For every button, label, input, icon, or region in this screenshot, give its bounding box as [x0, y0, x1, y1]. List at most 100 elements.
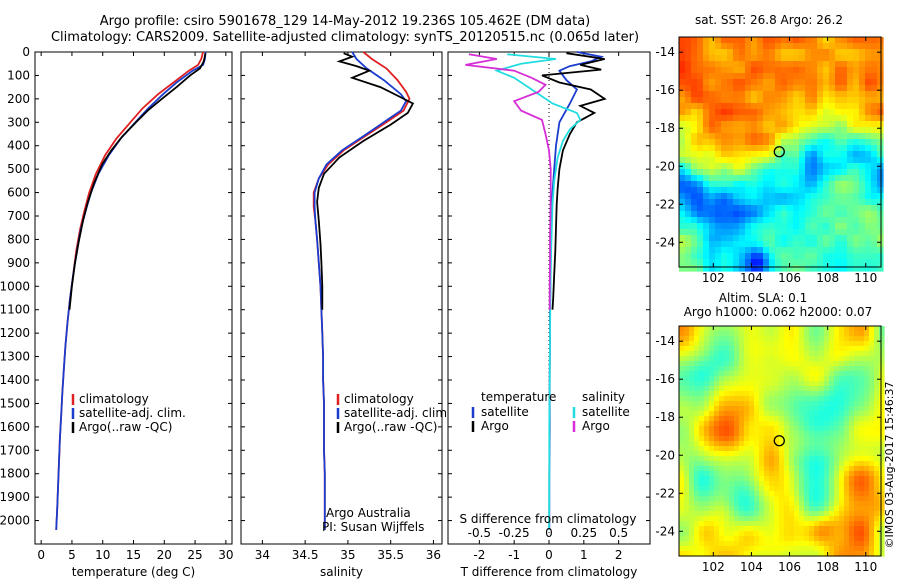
heatmap-cell — [814, 506, 820, 512]
heatmap-cell — [814, 486, 820, 492]
heatmap-cell — [819, 441, 825, 447]
heatmap-cell — [727, 187, 734, 194]
heatmap-cell — [787, 199, 794, 206]
heatmap-cell — [759, 416, 765, 422]
heatmap-cell — [817, 55, 824, 62]
heatmap-cell — [829, 211, 836, 218]
heatmap-cell — [871, 253, 878, 260]
heatmap-cell — [703, 247, 710, 254]
heatmap-cell — [817, 145, 824, 152]
heatmap-cell — [751, 211, 758, 218]
heatmap-cell — [811, 229, 818, 236]
heatmap-cell — [764, 426, 770, 432]
heatmap-cell — [877, 175, 884, 182]
heatmap-cell — [793, 85, 800, 92]
heatmap-cell — [744, 456, 750, 462]
legend-entry: climatology — [344, 392, 414, 406]
heatmap-cell — [784, 501, 790, 507]
heatmap-cell — [699, 436, 705, 442]
legend-entry: Argo — [582, 419, 610, 433]
heatmap-cell — [719, 361, 725, 367]
heatmap-cell — [859, 79, 866, 86]
heatmap-cell — [859, 253, 866, 260]
heatmap-cell — [784, 546, 790, 552]
heatmap-cell — [769, 193, 776, 200]
heatmap-cell — [804, 551, 810, 557]
heatmap-cell — [794, 331, 800, 337]
heatmap-cell — [829, 396, 835, 402]
heatmap-cell — [724, 406, 730, 412]
heatmap-cell — [775, 49, 782, 56]
heatmap-cell — [799, 115, 806, 122]
heatmap-cell — [703, 217, 710, 224]
heatmap-cell — [769, 551, 775, 557]
heatmap-cell — [844, 441, 850, 447]
heatmap-cell — [869, 431, 875, 437]
heatmap-cell — [841, 163, 848, 170]
heatmap-cell — [853, 85, 860, 92]
heatmap-cell — [854, 526, 860, 532]
heatmap-cell — [685, 61, 692, 68]
heatmap-cell — [854, 386, 860, 392]
heatmap-cell — [763, 49, 770, 56]
heatmap-cell — [835, 115, 842, 122]
heatmap-cell — [754, 326, 760, 332]
heatmap-cell — [679, 406, 685, 412]
heatmap-cell — [764, 386, 770, 392]
heatmap-cell — [764, 526, 770, 532]
x-tick-label: 104 — [740, 271, 763, 285]
y-tick-label: 1600 — [0, 420, 30, 434]
heatmap-cell — [814, 481, 820, 487]
heatmap-cell — [709, 341, 715, 347]
heatmap-cell — [839, 396, 845, 402]
heatmap-cell — [829, 481, 835, 487]
heatmap-cell — [691, 181, 698, 188]
heatmap-cell — [685, 115, 692, 122]
heatmap-cell — [784, 401, 790, 407]
heatmap-cell — [819, 516, 825, 522]
heatmap-cell — [794, 336, 800, 342]
heatmap-cell — [697, 73, 704, 80]
heatmap-cell — [734, 551, 740, 557]
heatmap-cell — [749, 396, 755, 402]
heatmap-cell — [859, 376, 865, 382]
heatmap-cell — [774, 506, 780, 512]
heatmap-cell — [729, 406, 735, 412]
heatmap-cell — [734, 426, 740, 432]
heatmap-cell — [799, 157, 806, 164]
heatmap-cell — [847, 217, 854, 224]
heatmap-cell — [824, 496, 830, 502]
heatmap-cell — [724, 456, 730, 462]
heatmap-cell — [869, 466, 875, 472]
heatmap-cell — [871, 145, 878, 152]
heatmap-cell — [787, 223, 794, 230]
heatmap-cell — [709, 157, 716, 164]
heatmap-cell — [854, 491, 860, 497]
heatmap-cell — [784, 516, 790, 522]
heatmap-cell — [799, 501, 805, 507]
heatmap-cell — [733, 79, 740, 86]
heatmap-cell — [879, 326, 885, 332]
heatmap-cell — [727, 145, 734, 152]
heatmap-cell — [844, 486, 850, 492]
heatmap-cell — [859, 43, 866, 50]
heatmap-cell — [759, 331, 765, 337]
heatmap-cell — [779, 466, 785, 472]
heatmap-cell — [859, 241, 866, 248]
heatmap-cell — [679, 193, 686, 200]
heatmap-cell — [853, 235, 860, 242]
heatmap-cell — [775, 133, 782, 140]
heatmap-cell — [814, 341, 820, 347]
heatmap-cell — [719, 341, 725, 347]
heatmap-cell — [689, 441, 695, 447]
heatmap-cell — [704, 446, 710, 452]
heatmap-cell — [784, 536, 790, 542]
heatmap-cell — [787, 163, 794, 170]
heatmap-cell — [834, 506, 840, 512]
heatmap-cell — [804, 471, 810, 477]
heatmap-cell — [824, 326, 830, 332]
heatmap-cell — [721, 121, 728, 128]
heatmap-cell — [793, 175, 800, 182]
heatmap-cell — [689, 331, 695, 337]
heatmap-cell — [775, 139, 782, 146]
